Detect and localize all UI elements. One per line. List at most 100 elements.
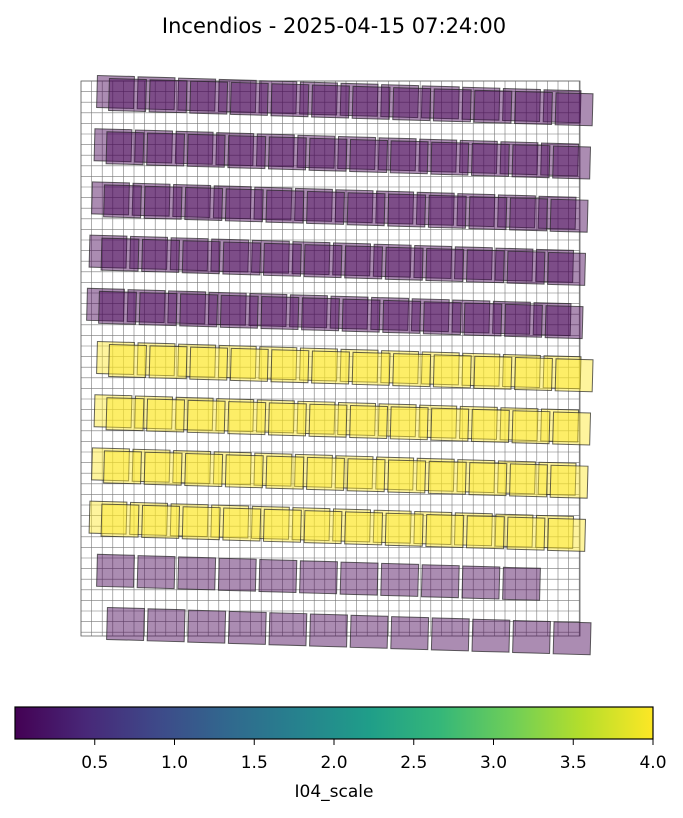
fire-tile	[384, 246, 424, 281]
fire-tile	[181, 240, 221, 275]
fire-tile	[339, 561, 379, 596]
fire-tile	[136, 555, 176, 590]
colorbar-tick-label: 4.0	[639, 753, 666, 773]
fire-tile	[506, 516, 546, 551]
fire-tile	[549, 198, 589, 233]
fire-tile	[473, 355, 513, 390]
fire-tile	[224, 188, 264, 223]
fire-tile	[143, 451, 183, 486]
fire-tile	[389, 140, 429, 175]
fire-tile	[186, 399, 226, 434]
fire-tile	[299, 560, 338, 595]
colorbar-tick-label: 3.5	[560, 753, 587, 773]
fire-tile	[138, 292, 178, 327]
fire-tile	[262, 508, 302, 543]
fire-tile	[346, 458, 386, 493]
fire-tile	[262, 242, 302, 277]
fire-tile	[425, 248, 465, 282]
fire-tile	[502, 566, 541, 601]
fire-tile	[148, 79, 188, 114]
fire-tile	[430, 617, 470, 652]
fire-tile	[224, 454, 264, 489]
fire-tile	[177, 556, 217, 591]
fire-tile	[219, 294, 259, 329]
fire-tile	[392, 353, 432, 388]
fire-tile	[432, 88, 472, 123]
fire-tile	[382, 299, 422, 334]
fire-tile	[468, 462, 508, 497]
fire-tile	[351, 351, 391, 386]
fire-tile	[141, 504, 181, 539]
fire-tile	[91, 447, 130, 482]
colorbar-tick-label: 1.0	[161, 753, 188, 773]
colorbar-tick-label: 1.5	[241, 753, 268, 773]
fire-tile	[303, 244, 343, 279]
fire-tile	[258, 559, 298, 593]
fire-tile	[514, 91, 553, 125]
fire-tile	[344, 245, 384, 280]
fire-tile	[105, 131, 145, 166]
fire-tile	[148, 345, 188, 380]
fire-tile	[380, 562, 420, 597]
fire-tile	[227, 401, 267, 436]
fire-tile	[303, 510, 343, 545]
fire-tile	[100, 237, 140, 272]
fire-tile	[267, 136, 307, 171]
fire-tile	[468, 196, 508, 231]
colorbar-tick-label: 3.0	[480, 753, 507, 773]
fire-tile	[106, 607, 145, 641]
fire-tile	[184, 187, 224, 221]
fire-tile	[270, 349, 310, 384]
fire-tile	[88, 500, 128, 535]
fire-tile	[146, 398, 186, 433]
fire-tile	[547, 251, 587, 286]
colorbar-label: I04_scale	[295, 782, 374, 802]
fire-tile	[349, 614, 389, 649]
fire-tile	[427, 460, 467, 495]
fire-tile	[311, 350, 350, 385]
fire-tile	[514, 357, 553, 391]
fire-tile	[179, 293, 219, 328]
fire-tile	[432, 354, 472, 389]
fire-tile	[93, 394, 133, 429]
fire-tile	[227, 610, 267, 645]
fire-tile	[552, 411, 592, 446]
fire-tile	[389, 406, 429, 441]
fire-tile	[422, 301, 462, 336]
colorbar	[14, 706, 654, 740]
fire-tile	[229, 81, 269, 116]
fire-tile	[103, 450, 142, 485]
fire-tile	[509, 197, 548, 232]
fire-tile	[387, 193, 427, 228]
fire-tile	[222, 241, 262, 276]
fire-tile	[96, 341, 135, 375]
fire-tile	[465, 515, 505, 550]
fire-tile	[141, 238, 181, 273]
fire-tile	[143, 185, 183, 220]
fire-tile	[184, 453, 224, 487]
fire-tile	[390, 616, 430, 651]
fire-tile	[506, 250, 546, 285]
fire-tile	[473, 89, 513, 124]
fire-tile	[463, 302, 503, 337]
fire-tile	[308, 137, 348, 172]
fire-tile	[189, 346, 229, 381]
colorbar-tick-label: 0.5	[81, 753, 108, 773]
fire-tile	[265, 189, 305, 224]
fire-tile	[552, 621, 592, 656]
fire-tile	[420, 564, 460, 599]
fire-tile	[108, 344, 147, 378]
fire-tile	[461, 565, 501, 600]
chart-title: Incendios - 2025-04-15 07:24:00	[162, 14, 506, 38]
fire-tile	[267, 402, 307, 437]
fire-tile	[471, 618, 511, 653]
fire-tile	[511, 144, 551, 179]
fire-tile	[270, 83, 310, 118]
fire-tile	[108, 78, 147, 112]
fire-tile	[187, 609, 227, 644]
fire-tile	[222, 507, 262, 542]
fire-tile	[552, 145, 592, 180]
fire-tile	[387, 459, 427, 494]
fire-tile	[344, 511, 384, 546]
